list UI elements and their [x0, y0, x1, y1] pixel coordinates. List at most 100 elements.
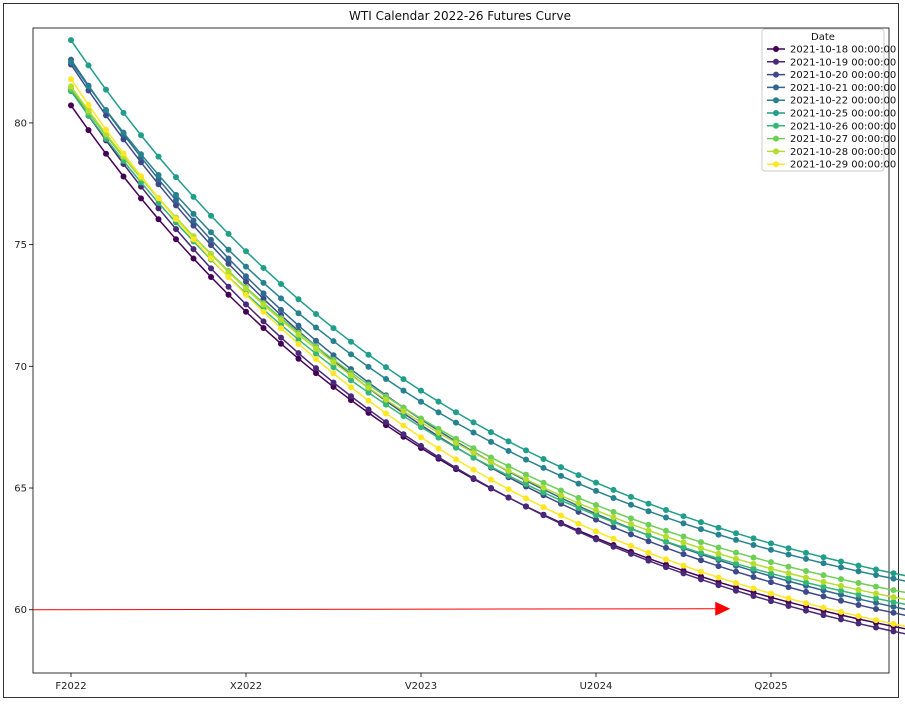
data-point [540, 484, 547, 491]
data-point [470, 449, 477, 456]
data-point [348, 372, 354, 379]
legend-swatch-marker [773, 46, 779, 52]
data-point [138, 151, 144, 158]
data-point [505, 438, 512, 445]
data-point [120, 173, 127, 180]
legend-entry: 2021-10-29 00:00:00 [790, 160, 896, 171]
x-tick-label: X2022 [230, 681, 262, 692]
data-point [383, 410, 389, 417]
data-point [208, 242, 214, 249]
data-point [418, 398, 424, 405]
data-point [628, 493, 634, 500]
y-tick-label: 65 [14, 484, 27, 495]
data-point [225, 274, 232, 281]
data-point [173, 216, 179, 223]
data-point [400, 431, 407, 438]
data-point [523, 476, 529, 483]
data-point [645, 532, 652, 539]
data-point [295, 340, 302, 347]
data-point [208, 212, 214, 219]
legend-entry: 2021-10-26 00:00:00 [790, 121, 896, 132]
data-point [173, 202, 179, 209]
data-point [68, 59, 74, 66]
data-point [873, 590, 879, 597]
chart-title: WTI Calendar 2022-26 Futures Curve [349, 9, 571, 23]
data-point [173, 197, 179, 204]
data-point [698, 545, 704, 552]
data-point [820, 560, 827, 567]
data-point [593, 502, 599, 509]
data-point [645, 521, 652, 528]
data-point [278, 316, 284, 323]
data-point [103, 86, 109, 93]
data-point [750, 574, 757, 581]
data-point [103, 112, 109, 119]
legend-title: Date [811, 32, 835, 43]
data-point [593, 507, 599, 514]
data-point [365, 406, 372, 413]
data-point [855, 579, 862, 586]
data-point [313, 324, 319, 331]
data-point [803, 600, 809, 607]
legend-entry: 2021-10-21 00:00:00 [790, 83, 896, 94]
data-point [138, 195, 144, 202]
data-point [698, 519, 704, 526]
series-layer [68, 37, 905, 635]
data-point [715, 582, 722, 589]
data-point [190, 210, 197, 217]
data-point [278, 325, 284, 332]
data-point [610, 543, 617, 550]
data-point [470, 454, 477, 461]
data-point [505, 472, 512, 479]
data-point [803, 549, 809, 556]
data-point [558, 497, 564, 504]
data-point [68, 83, 74, 90]
data-point [890, 603, 897, 610]
data-point [663, 527, 669, 534]
data-point [873, 617, 879, 624]
data-point [698, 576, 704, 583]
data-point [295, 296, 302, 303]
data-point [435, 398, 442, 405]
data-point [803, 555, 809, 562]
data-point [330, 379, 337, 386]
data-point [768, 590, 774, 597]
data-point [838, 608, 844, 615]
data-point [155, 205, 162, 212]
data-point [768, 559, 774, 566]
data-point [768, 540, 774, 547]
data-point [733, 587, 739, 594]
data-point [855, 586, 862, 593]
y-tick-label: 80 [14, 118, 27, 129]
data-point [593, 487, 599, 494]
data-point [575, 472, 582, 479]
legend-entry: 2021-10-18 00:00:00 [790, 45, 896, 56]
data-point [120, 136, 127, 143]
data-point [85, 127, 92, 134]
legend-entry: 2021-10-20 00:00:00 [790, 70, 896, 81]
data-point [628, 531, 634, 538]
data-point [855, 562, 862, 569]
data-point [785, 575, 792, 582]
data-point [173, 236, 179, 243]
plot-area [32, 27, 890, 674]
data-point [838, 576, 844, 583]
data-point [155, 199, 162, 206]
data-point [453, 409, 459, 416]
series-line [70, 89, 905, 635]
data-point [400, 408, 407, 415]
data-point [610, 494, 617, 501]
data-point [855, 613, 862, 620]
y-axis: 60 65 70 75 80 [14, 118, 33, 616]
data-point [715, 563, 722, 570]
data-point [120, 129, 127, 136]
data-point [243, 301, 249, 308]
data-point [820, 604, 827, 611]
data-point [628, 521, 634, 528]
data-point [733, 549, 739, 556]
data-point [120, 109, 127, 116]
data-point [365, 384, 372, 391]
data-point [855, 620, 862, 627]
data-point [470, 466, 477, 473]
